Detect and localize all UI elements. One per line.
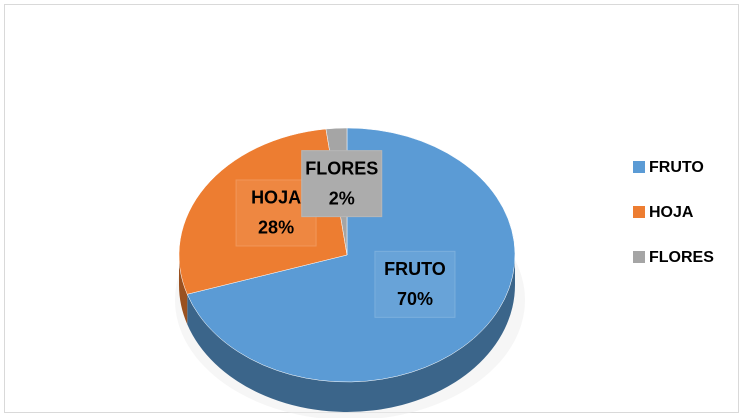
data-label-value: 2% — [329, 188, 355, 208]
slice-side — [179, 255, 188, 325]
legend: FRUTO HOJA FLORES — [633, 159, 714, 266]
legend-swatch — [633, 206, 645, 218]
data-label-value: 70% — [397, 289, 433, 309]
data-label-category: FLORES — [305, 158, 378, 178]
data-label-category: FRUTO — [384, 259, 446, 279]
slice — [186, 127, 516, 383]
legend-swatch — [633, 161, 645, 173]
slice-side — [187, 255, 515, 412]
data-label-category: HOJA — [251, 188, 301, 208]
legend-swatch — [633, 251, 645, 263]
data-label-box — [374, 250, 456, 318]
legend-label: FRUTO — [649, 159, 704, 176]
legend-label: FLORES — [649, 249, 714, 266]
data-label-value: 28% — [258, 218, 294, 238]
pie: FRUTO 70% HOJA 28% FLORES 2% — [178, 127, 516, 412]
data-label-box — [301, 150, 383, 218]
legend-label: HOJA — [649, 204, 694, 221]
